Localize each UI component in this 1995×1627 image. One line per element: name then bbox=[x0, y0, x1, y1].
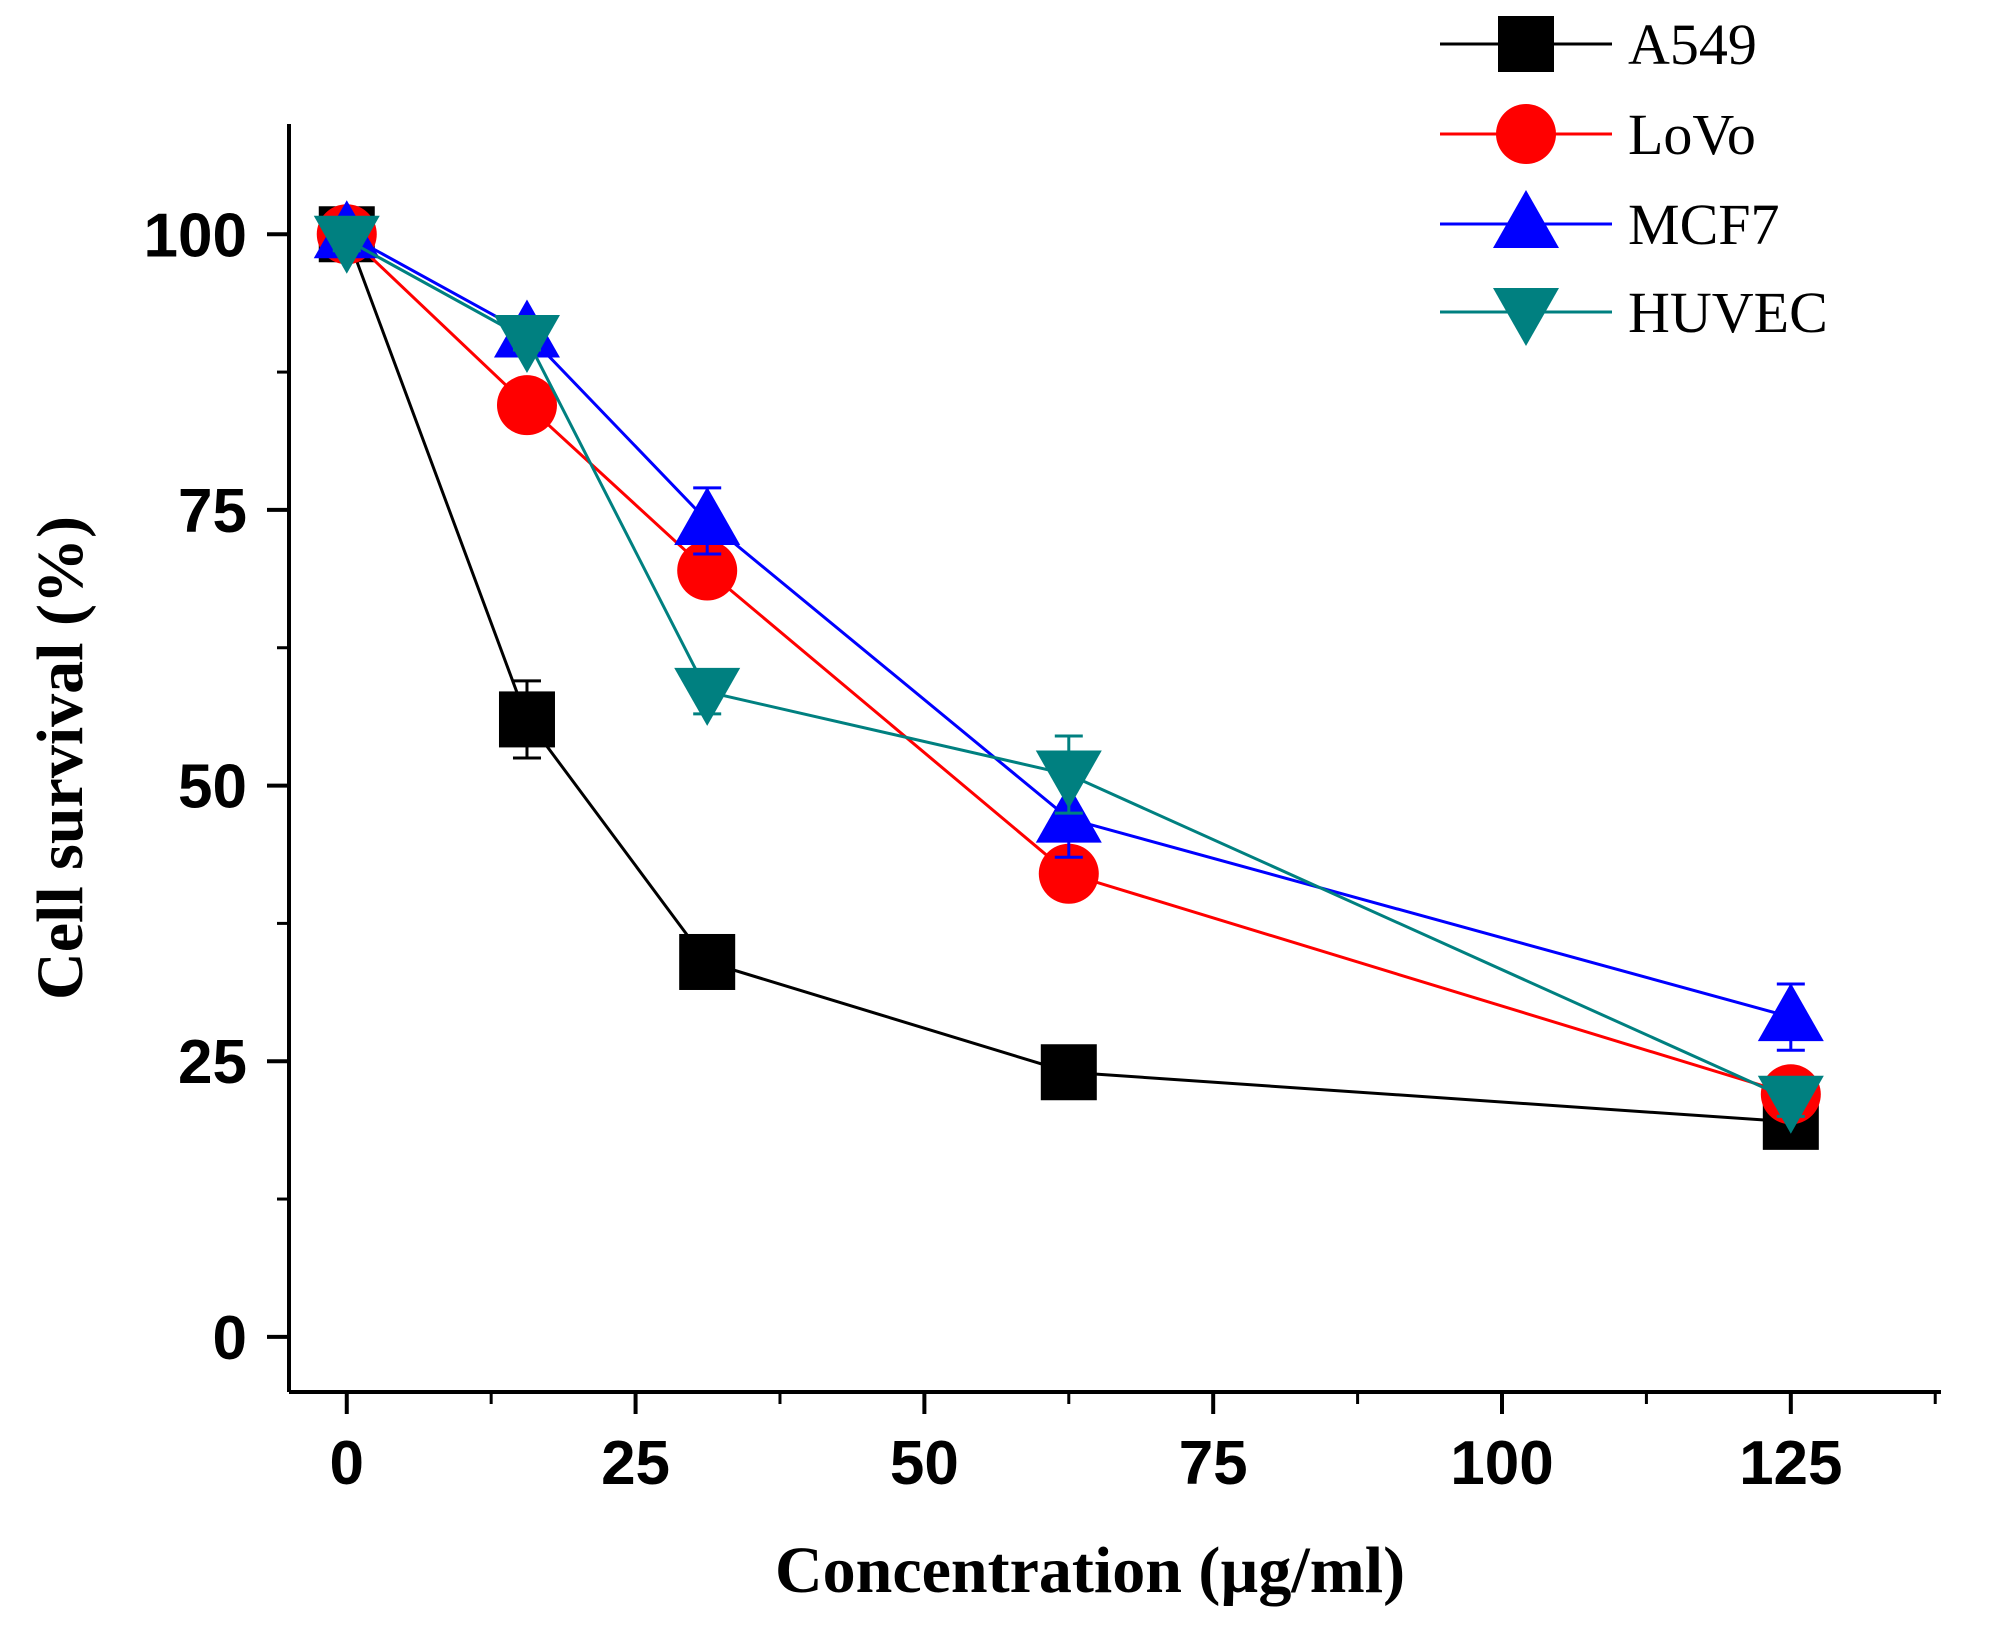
y-tick-label: 100 bbox=[144, 201, 247, 270]
legend-item-huvec: HUVEC bbox=[1440, 280, 1828, 346]
legend: A549 LoVo MCF7 HUVEC bbox=[1440, 12, 1828, 346]
y-tick-label: 0 bbox=[213, 1304, 247, 1373]
data-point-lovo bbox=[1038, 843, 1099, 904]
legend-label-lovo: LoVo bbox=[1628, 102, 1756, 167]
data-point-a549 bbox=[1040, 1044, 1097, 1101]
data-point-mcf7 bbox=[1757, 983, 1824, 1042]
legend-marker-mcf7 bbox=[1493, 190, 1559, 248]
y-ticks: 0 25 50 75 100 bbox=[144, 201, 289, 1373]
x-tick-label: 0 bbox=[330, 1429, 364, 1498]
y-axis-title: Cell survival (%) bbox=[24, 516, 97, 1000]
x-axis-title: Concentration (µg/ml) bbox=[775, 1534, 1405, 1607]
x-tick-label: 75 bbox=[1179, 1429, 1248, 1498]
legend-label-a549: A549 bbox=[1628, 12, 1757, 77]
x-tick-label: 100 bbox=[1450, 1429, 1553, 1498]
data-point-lovo bbox=[677, 540, 738, 601]
data-point-huvec bbox=[493, 315, 560, 374]
data-point-huvec bbox=[1757, 1075, 1824, 1134]
data-point-a549 bbox=[498, 691, 555, 748]
legend-item-mcf7: MCF7 bbox=[1440, 190, 1780, 257]
data-point-a549 bbox=[679, 933, 736, 990]
series-huvec bbox=[313, 215, 1824, 1134]
legend-item-lovo: LoVo bbox=[1440, 102, 1756, 167]
data-point-lovo bbox=[496, 375, 557, 436]
legend-label-mcf7: MCF7 bbox=[1628, 192, 1780, 257]
data-point-mcf7 bbox=[674, 486, 741, 545]
x-tick-label: 125 bbox=[1739, 1429, 1842, 1498]
series-line-a549 bbox=[345, 233, 1791, 1124]
x-ticks: 0 25 50 75 100 125 bbox=[330, 1392, 1937, 1498]
legend-marker-a549 bbox=[1498, 16, 1554, 72]
data-point-huvec bbox=[1035, 750, 1102, 809]
series-layer bbox=[313, 200, 1824, 1150]
data-point-huvec bbox=[674, 667, 741, 726]
x-tick-label: 25 bbox=[601, 1429, 670, 1498]
series-line-huvec bbox=[346, 238, 1792, 1102]
legend-marker-lovo bbox=[1496, 104, 1556, 164]
data-point-huvec bbox=[313, 215, 380, 274]
y-tick-label: 50 bbox=[178, 753, 247, 822]
series-line-lovo bbox=[345, 233, 1792, 1096]
legend-marker-huvec bbox=[1493, 288, 1559, 346]
y-tick-label: 25 bbox=[178, 1028, 247, 1097]
y-tick-label: 75 bbox=[178, 477, 247, 546]
x-tick-label: 50 bbox=[890, 1429, 959, 1498]
legend-label-huvec: HUVEC bbox=[1628, 280, 1828, 345]
legend-item-a549: A549 bbox=[1440, 12, 1757, 77]
axes bbox=[287, 124, 1941, 1394]
